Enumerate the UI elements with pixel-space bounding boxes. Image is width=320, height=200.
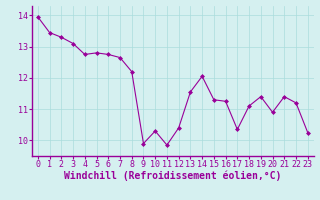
X-axis label: Windchill (Refroidissement éolien,°C): Windchill (Refroidissement éolien,°C) bbox=[64, 171, 282, 181]
